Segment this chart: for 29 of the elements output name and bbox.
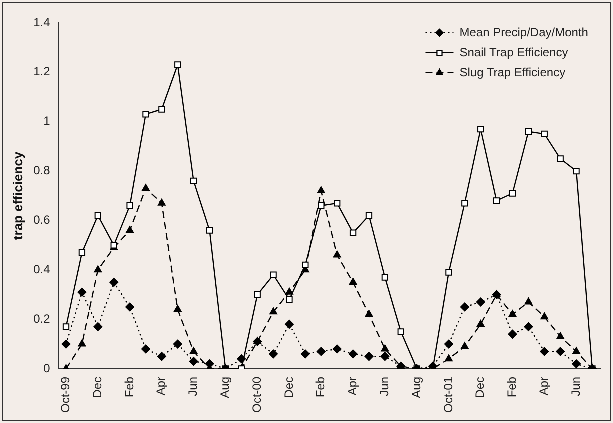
- x-tick-label: Aug: [218, 376, 232, 398]
- y-tick-label: 0.6: [34, 213, 51, 228]
- y-tick-label: 1.4: [34, 15, 51, 30]
- x-tick-label: Jun: [186, 376, 200, 396]
- x-tick-label: Feb: [505, 376, 520, 398]
- y-tick-label: 0.4: [34, 262, 51, 276]
- y-tick-label: 0.2: [34, 312, 51, 326]
- x-tick-label: Jun: [377, 376, 392, 396]
- x-tick-label: Jun: [568, 376, 583, 396]
- x-tick-label: Oct-00: [250, 376, 264, 414]
- y-tick-label: 0: [44, 361, 51, 376]
- x-tick-label: Apr: [154, 376, 168, 396]
- x-tick-label: Apr: [536, 376, 551, 396]
- y-axis-title: trap efficiency: [10, 151, 26, 240]
- x-tick-label: Oct-99: [58, 376, 73, 414]
- x-tick-label: Aug: [409, 376, 424, 398]
- y-tick-label: 1: [44, 114, 51, 128]
- y-tick-label: 1.2: [34, 64, 51, 79]
- x-tick-label: Dec: [473, 376, 488, 398]
- y-tick-label: 0.8: [34, 164, 51, 178]
- legend-label: Mean Precip/Day/Month: [460, 25, 588, 40]
- x-tick-label: Apr: [346, 376, 360, 396]
- x-tick-label: Oct-01: [441, 376, 456, 414]
- legend-label: Slug Trap Efficiency: [460, 65, 566, 80]
- x-tick-label: Feb: [122, 376, 136, 398]
- x-tick-label: Dec: [282, 376, 296, 398]
- legend-label: Snail Trap Efficiency: [460, 45, 568, 60]
- x-tick-label: Feb: [314, 376, 328, 398]
- x-tick-label: Dec: [90, 376, 104, 398]
